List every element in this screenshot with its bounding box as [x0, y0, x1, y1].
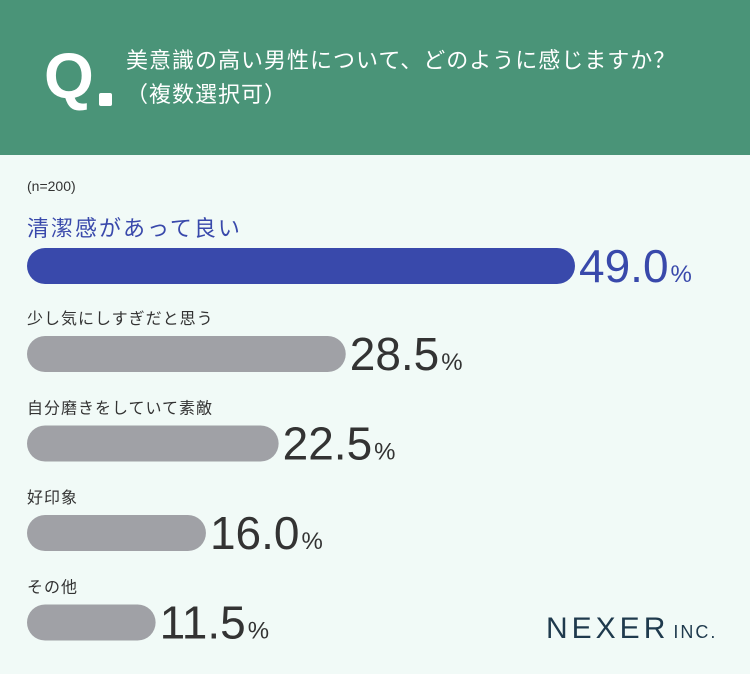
bar	[27, 336, 346, 372]
data-label: 16.0	[210, 507, 300, 559]
bar	[27, 248, 575, 284]
category-label: 自分磨きをしていて素敵	[27, 399, 213, 418]
sample-size: (n=200)	[27, 178, 76, 194]
q-letter: Q	[44, 40, 94, 112]
unit-label: %	[671, 261, 692, 288]
q-dot	[99, 93, 112, 106]
unit-label: %	[374, 439, 395, 466]
nexer-logo: NEXER INC.	[546, 612, 717, 646]
unit-label: %	[441, 349, 462, 376]
category-label: 好印象	[27, 488, 78, 507]
brand-suffix: INC.	[673, 622, 718, 642]
unit-label: %	[248, 618, 269, 645]
question-header: Q 美意識の高い男性について、どのように感じますか？ （複数選択可）	[0, 0, 750, 155]
bar	[27, 515, 206, 551]
category-label: 少し気にしすぎだと思う	[27, 309, 214, 328]
data-label: 11.5	[160, 597, 246, 649]
category-label: 清潔感があって良い	[27, 217, 242, 242]
question-text: 美意識の高い男性について、どのように感じますか？	[126, 49, 677, 74]
unit-label: %	[301, 528, 322, 555]
brand-name: NEXER	[546, 612, 670, 645]
data-label: 22.5	[283, 418, 373, 470]
question-note: （複数選択可）	[126, 83, 288, 108]
data-label: 28.5	[350, 328, 440, 380]
bar	[27, 604, 156, 641]
category-label: その他	[27, 578, 78, 597]
data-label: 49.0	[579, 240, 669, 292]
bar	[27, 425, 279, 462]
